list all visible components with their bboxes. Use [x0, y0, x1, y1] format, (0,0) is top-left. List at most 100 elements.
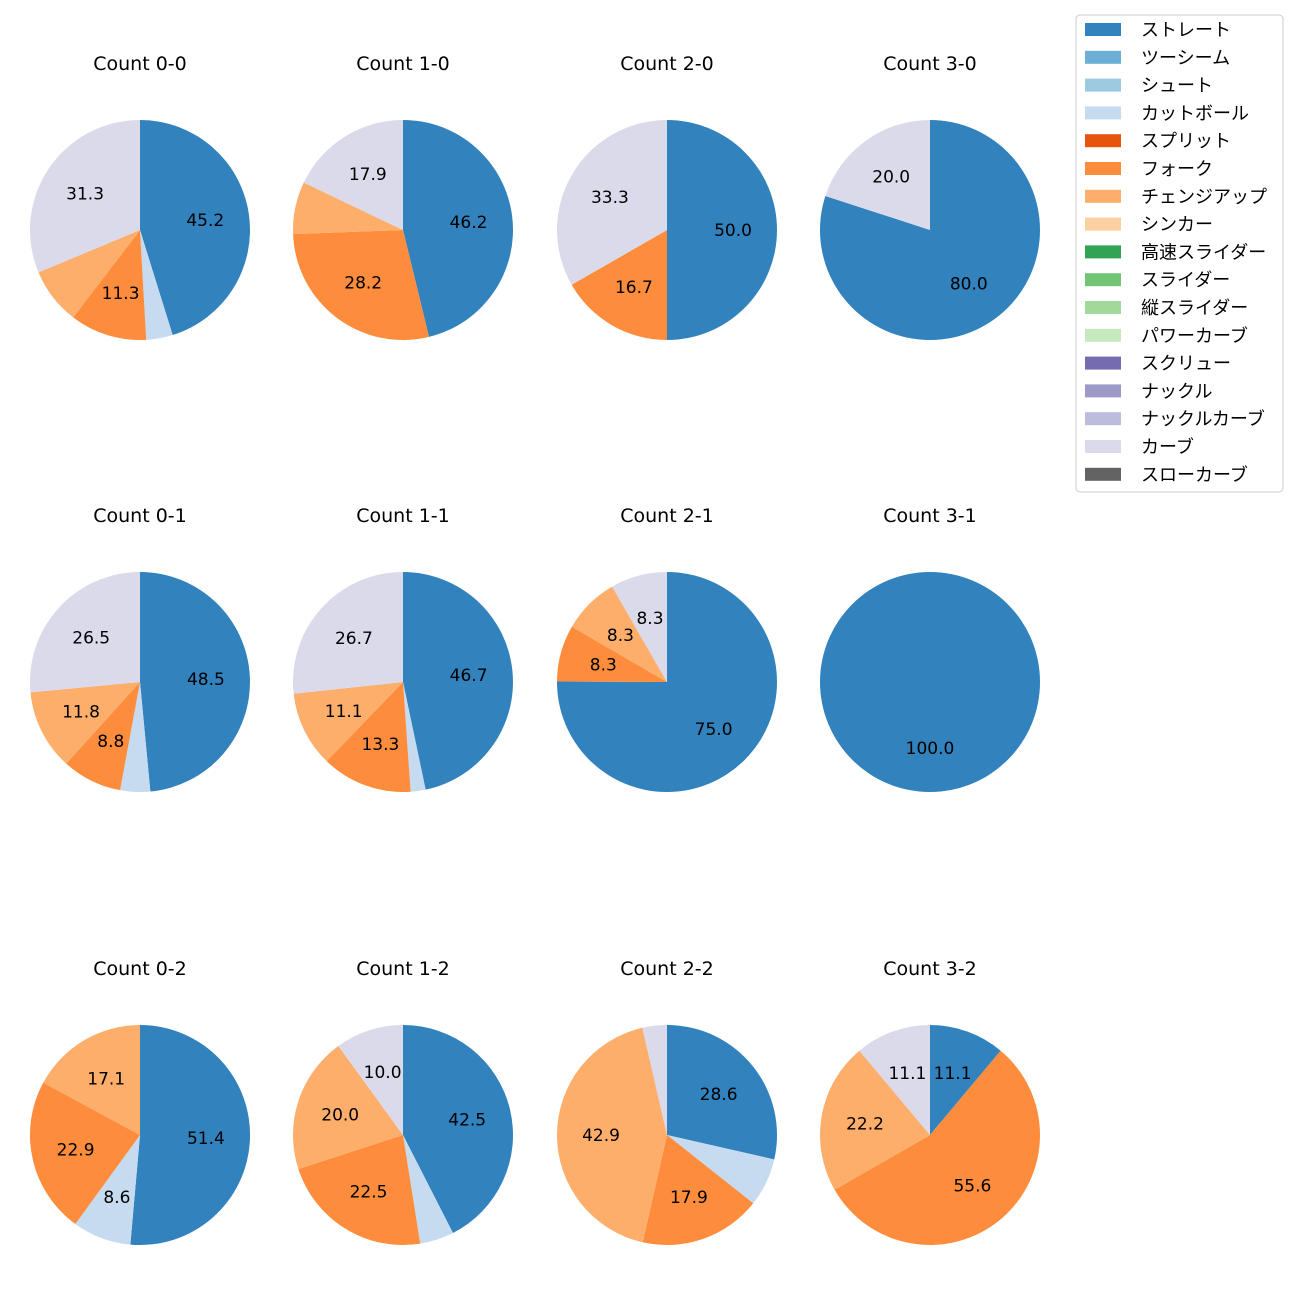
- pie-slice-label: 22.2: [846, 1114, 884, 1134]
- pie-chart-0: Count 0-0 45.2 11.3 31.3: [30, 53, 251, 340]
- legend: ストレートツーシームシュートカットボールスプリットフォークチェンジアップシンカー…: [1075, 14, 1284, 493]
- pie-slice-label: 50.0: [714, 221, 752, 241]
- legend-swatch: [1085, 50, 1121, 64]
- pie-slice-label: 26.5: [72, 629, 110, 649]
- pie-title: Count 1-2: [356, 958, 450, 980]
- pie-chart-1: Count 1-0 46.2 28.2 17.9: [293, 53, 513, 340]
- legend-label: ツーシーム: [1141, 48, 1230, 69]
- legend-swatch: [1085, 356, 1121, 370]
- pie-title: Count 0-2: [93, 958, 187, 980]
- pie-slice: [293, 230, 430, 340]
- legend-label: スライダー: [1141, 270, 1230, 291]
- pie-slice: [825, 120, 930, 230]
- pie-slice-label: 8.3: [607, 626, 634, 646]
- legend-swatch: [1085, 273, 1121, 287]
- legend-swatch: [1085, 328, 1121, 342]
- pie-slice-label: 51.4: [187, 1129, 225, 1149]
- pie-chart-11: Count 3-2 11.1 55.6 22.2 11.1: [819, 958, 1040, 1246]
- pie-slice-label: 11.3: [102, 284, 140, 304]
- pie-slice: [571, 230, 667, 340]
- pie-slice-label: 80.0: [950, 274, 988, 294]
- pie-slice: [667, 1135, 775, 1204]
- legend-label: チェンジアップ: [1141, 187, 1267, 208]
- legend-swatch: [1085, 189, 1121, 203]
- pie-slice: [293, 682, 403, 762]
- pie-slice-label: 22.5: [350, 1182, 388, 1202]
- pie-slice: [403, 572, 513, 790]
- pie-slice: [930, 1025, 1001, 1135]
- pie-slice: [557, 626, 667, 682]
- pie-slice-label: 42.9: [582, 1126, 620, 1146]
- pie-slice-label: 17.1: [87, 1069, 125, 1089]
- pie-chart-5: Count 1-1 46.7 13.3 11.1 26.7: [293, 505, 513, 793]
- pie-slice: [140, 120, 251, 336]
- pie-slice-label: 46.2: [450, 213, 488, 233]
- pie-title: Count 0-1: [93, 505, 187, 527]
- pie-slice-label: 8.3: [636, 609, 663, 629]
- legend-swatch: [1085, 245, 1121, 259]
- pie-slice-label: 17.9: [670, 1188, 708, 1208]
- pie-slice-label: 11.1: [325, 702, 363, 722]
- pie-slice-label: 16.7: [615, 278, 653, 298]
- pie-slice-label: 28.2: [344, 274, 382, 294]
- legend-swatch: [1085, 384, 1121, 398]
- pie-slice-label: 46.7: [450, 666, 488, 686]
- pie-title: Count 2-1: [620, 505, 714, 527]
- pie-slice: [303, 120, 403, 230]
- pie-chart-4: Count 0-1 48.5 8.8 11.8 26.5: [30, 505, 250, 792]
- pie-slice: [556, 572, 777, 792]
- pie-slice-label: 10.0: [364, 1063, 402, 1083]
- pie-slice: [820, 572, 1040, 792]
- legend-label: ナックル: [1141, 381, 1212, 402]
- legend-swatch: [1085, 412, 1121, 426]
- pie-slice: [130, 1024, 251, 1245]
- pie-slice-label: 11.1: [888, 1064, 926, 1084]
- legend-swatch: [1085, 301, 1121, 314]
- pie-chart-8: Count 0-2 51.4 8.6 22.9 17.1: [30, 958, 251, 1245]
- pie-title: Count 1-1: [356, 505, 450, 527]
- pie-slice: [140, 572, 250, 792]
- legend-swatch: [1085, 162, 1121, 175]
- pie-slice: [557, 1027, 667, 1243]
- pie-slice-label: 33.3: [591, 188, 629, 208]
- legend-frame: [1075, 14, 1284, 493]
- pie-title: Count 3-0: [883, 53, 977, 75]
- legend-label: 縦スライダー: [1141, 298, 1248, 319]
- pie-slice: [298, 1135, 421, 1246]
- legend-label: 高速スライダー: [1141, 242, 1266, 263]
- pie-chart-9: Count 1-2 42.5 22.5 20.0 10.0: [292, 958, 513, 1246]
- legend-swatch: [1085, 217, 1121, 231]
- pie-slice-label: 100.0: [906, 739, 955, 759]
- pie-slice-label: 17.9: [349, 165, 387, 185]
- pie-slice: [642, 1025, 667, 1135]
- legend-label: カーブ: [1141, 436, 1194, 458]
- pie-chart-3: Count 3-0 80.0 20.0: [819, 53, 1040, 340]
- pie-slice-label: 75.0: [695, 720, 733, 740]
- pie-slice: [642, 1135, 754, 1246]
- pie-slice: [403, 682, 426, 792]
- pie-slice-label: 45.2: [186, 211, 224, 231]
- pie-slice: [403, 120, 513, 337]
- pie-slice: [293, 572, 403, 694]
- pie-slice: [73, 230, 147, 340]
- legend-swatch: [1085, 134, 1121, 148]
- pie-slice-label: 20.0: [321, 1106, 359, 1126]
- pie-chart-7: Count 3-1 100.0: [820, 505, 1040, 792]
- pie-title: Count 0-0: [93, 53, 187, 75]
- legend-label: スクリュー: [1141, 354, 1231, 375]
- pie-chart-2: Count 2-0 50.0 16.7 33.3: [556, 53, 777, 340]
- pie-slice-label: 13.3: [361, 735, 399, 755]
- pie-slice-label: 55.6: [953, 1177, 991, 1197]
- pie-slice: [140, 230, 173, 340]
- pie-chart-10: Count 2-2 28.6 17.9 42.9: [557, 958, 777, 1246]
- legend-label: シンカー: [1141, 215, 1213, 236]
- legend-label: スローカーブ: [1141, 464, 1248, 486]
- pie-slice-label: 8.6: [103, 1188, 130, 1208]
- pie-slice-label: 11.1: [934, 1064, 972, 1084]
- pie-slice-label: 11.8: [62, 703, 100, 723]
- pie-slice: [571, 586, 667, 682]
- pie-slice: [819, 1050, 930, 1190]
- pie-slice: [30, 1082, 141, 1224]
- pie-slice: [667, 120, 777, 340]
